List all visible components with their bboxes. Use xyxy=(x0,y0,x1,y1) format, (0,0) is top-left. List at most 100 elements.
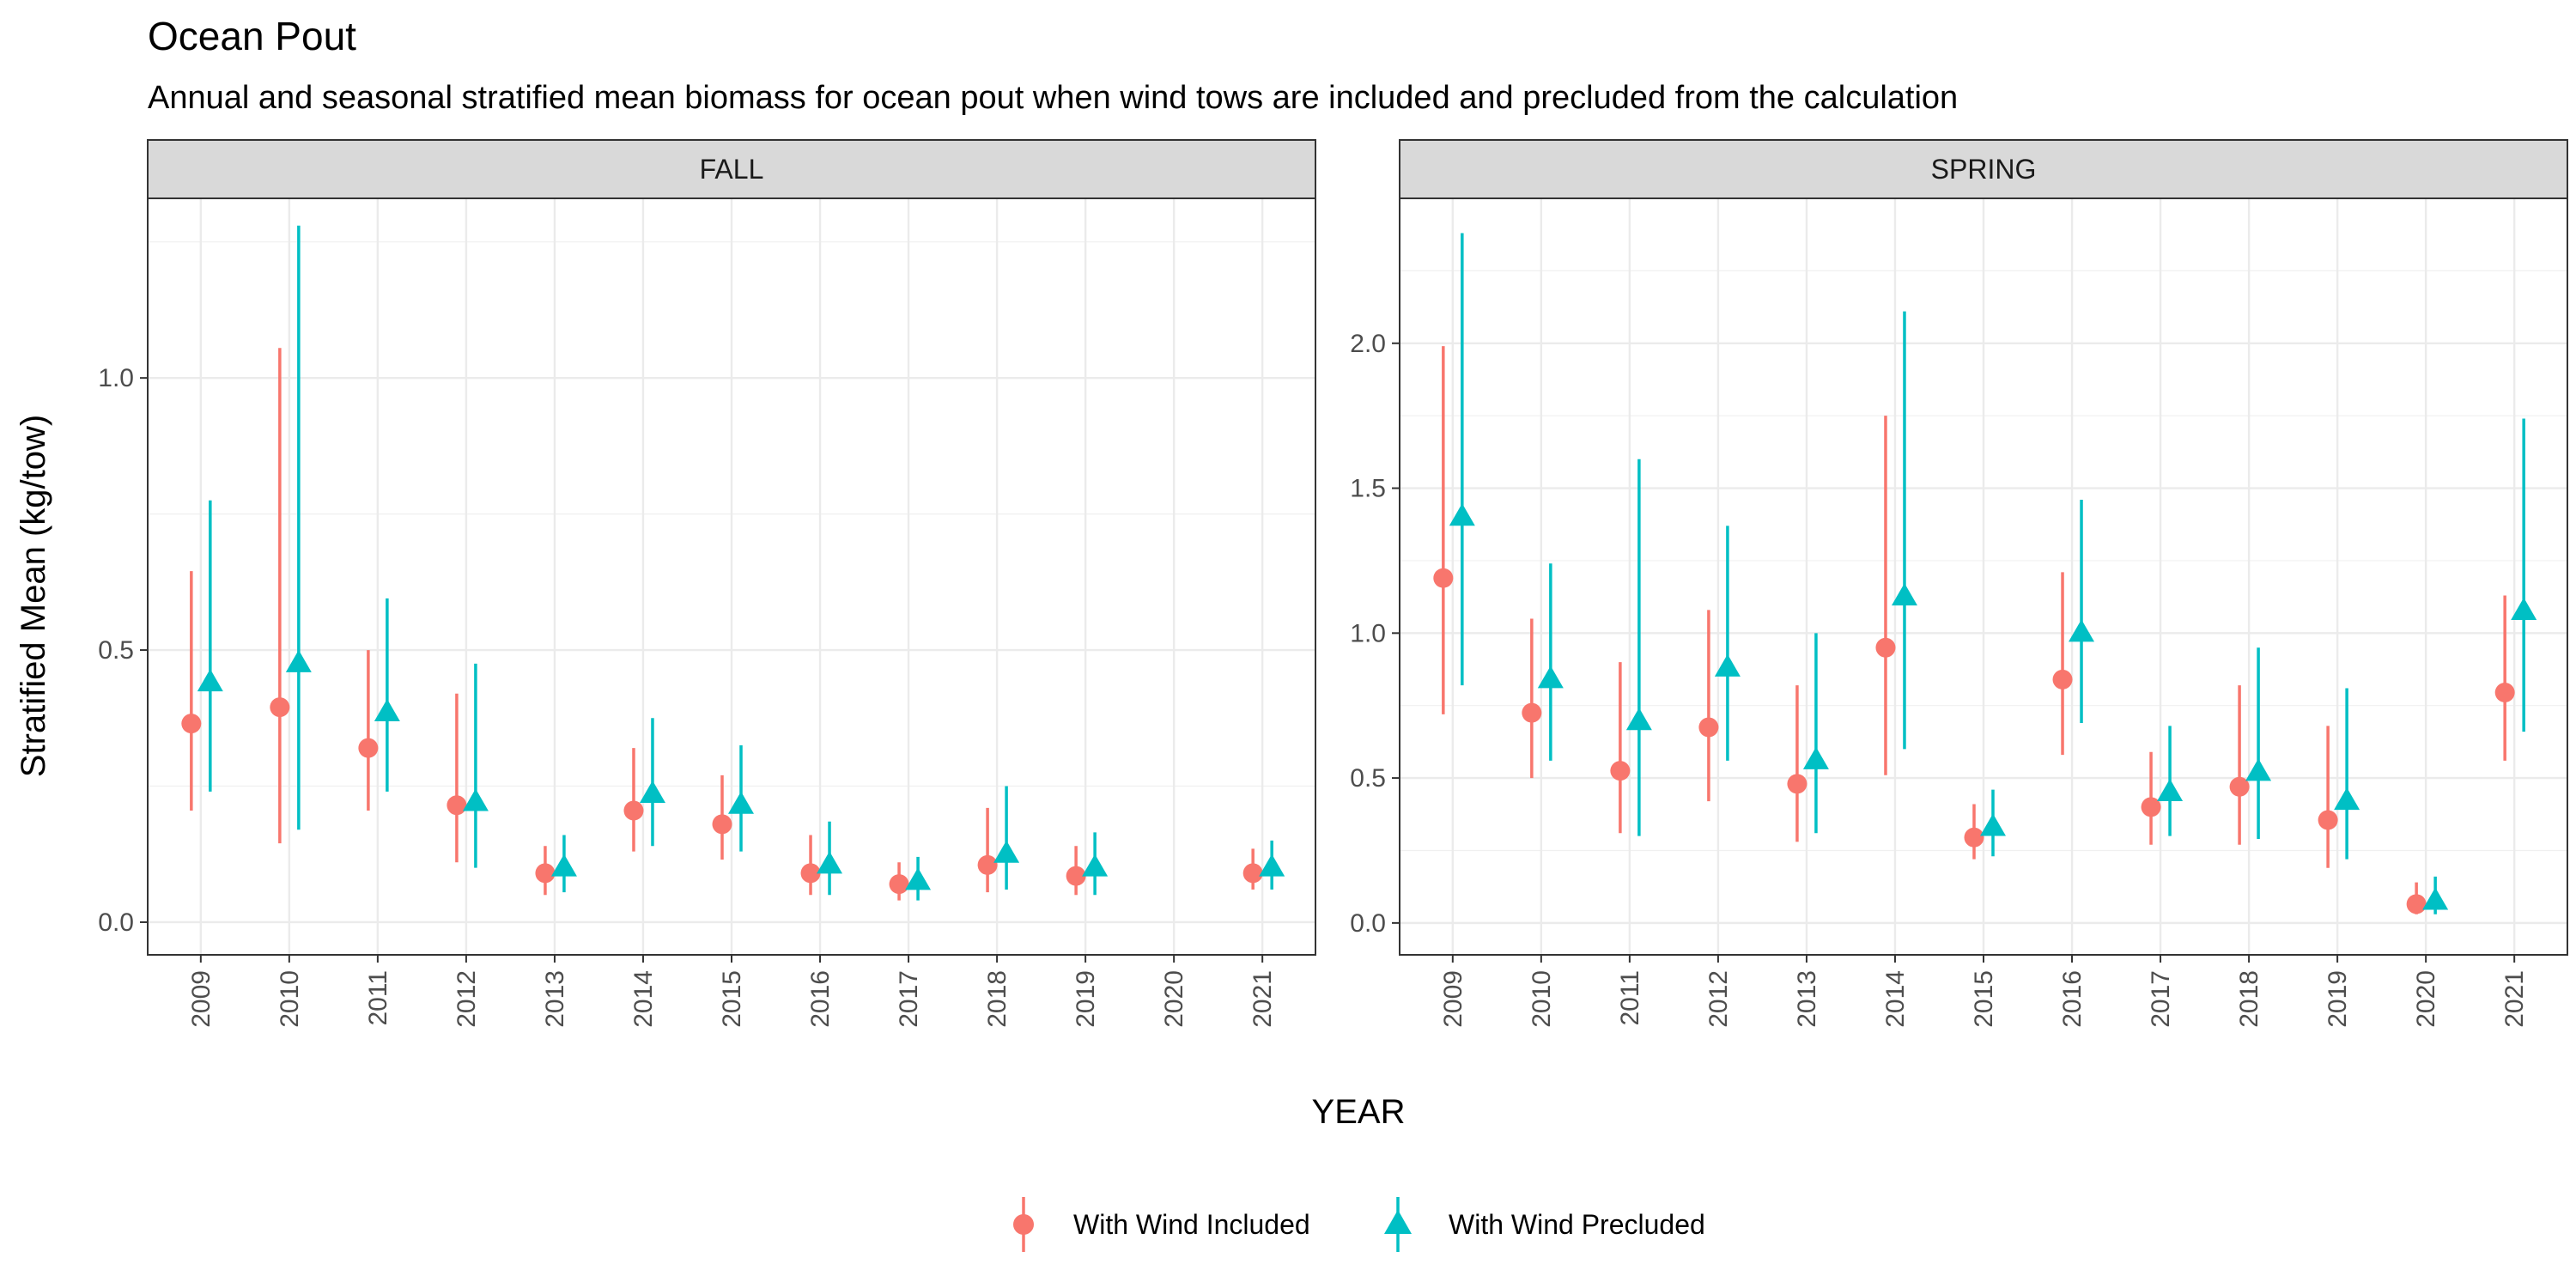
y-tick-label-fall: 1.0 xyxy=(98,364,134,392)
point-included xyxy=(2406,894,2427,914)
x-tick-label-spring: 2017 xyxy=(2147,970,2175,1028)
x-tick-label-spring: 2012 xyxy=(1704,970,1733,1028)
series-included-fall xyxy=(181,348,1263,901)
point-precluded xyxy=(639,781,665,804)
x-tick-label-spring: 2020 xyxy=(2412,970,2440,1028)
x-tick-label-fall: 2014 xyxy=(629,970,658,1028)
point-precluded xyxy=(1537,665,1564,689)
legend-label: With Wind Precluded xyxy=(1449,1209,1705,1240)
point-included xyxy=(181,714,202,734)
point-precluded xyxy=(817,851,843,874)
point-precluded xyxy=(1980,813,2006,836)
point-included xyxy=(889,874,909,895)
point-precluded xyxy=(728,791,754,814)
point-included xyxy=(1787,774,1807,794)
legend-key-circle xyxy=(1013,1214,1034,1235)
point-precluded xyxy=(1625,708,1652,731)
legend: With Wind Included With Wind Precluded xyxy=(1013,1197,1705,1252)
y-tick-label-spring: 0.0 xyxy=(1350,909,1386,938)
point-included xyxy=(800,863,821,884)
x-tick-label-spring: 2021 xyxy=(2500,970,2529,1028)
legend-item-precluded: With Wind Precluded xyxy=(1384,1197,1705,1252)
x-tick-label-spring: 2018 xyxy=(2235,970,2263,1028)
legend-key-triangle xyxy=(1384,1210,1412,1234)
point-included xyxy=(1433,568,1454,588)
point-precluded xyxy=(2422,887,2449,910)
y-tick-label-spring: 1.5 xyxy=(1350,475,1386,503)
point-precluded xyxy=(993,840,1020,863)
x-tick-label-spring: 2019 xyxy=(2324,970,2352,1028)
panel-border-spring xyxy=(1399,197,2568,956)
x-tick-label-spring: 2015 xyxy=(1970,970,1998,1028)
x-tick-label-fall: 2021 xyxy=(1249,970,1277,1028)
x-tick-label-spring: 2013 xyxy=(1793,970,1821,1028)
point-included xyxy=(623,800,644,821)
point-included xyxy=(1066,866,1086,886)
x-tick-label-fall: 2013 xyxy=(541,970,569,1028)
x-tick-label-spring: 2014 xyxy=(1881,970,1910,1028)
panel-spring: SPRING 0.0 0.5 1.0 1.5 2.0 2009 2010 2011 2012 201… xyxy=(1350,139,2568,1028)
point-precluded xyxy=(1891,583,1917,606)
panel-border-fall xyxy=(147,197,1316,956)
y-tick-label-fall: 0.0 xyxy=(98,908,134,937)
chart-subtitle: Annual and seasonal stratified mean biom… xyxy=(148,80,1958,116)
y-tick-label-spring: 2.0 xyxy=(1350,330,1386,358)
chart-title: Ocean Pout xyxy=(148,14,356,58)
strip-fall xyxy=(147,139,1316,199)
point-included xyxy=(977,854,998,875)
point-included xyxy=(2229,776,2250,797)
x-tick-label-fall: 2017 xyxy=(895,970,923,1028)
x-tick-label-spring: 2011 xyxy=(1616,970,1644,1026)
strip-spring xyxy=(1399,139,2568,199)
point-included xyxy=(1242,863,1263,884)
point-precluded xyxy=(905,867,932,890)
point-precluded xyxy=(462,788,489,811)
x-tick-label-fall: 2010 xyxy=(276,970,304,1028)
point-precluded xyxy=(1449,503,1475,526)
point-included xyxy=(2052,669,2073,690)
point-included xyxy=(358,738,379,758)
point-precluded xyxy=(197,669,223,692)
point-included xyxy=(2494,683,2515,703)
point-precluded xyxy=(1259,854,1285,877)
point-precluded xyxy=(285,649,312,672)
series-precluded-spring xyxy=(1449,233,2537,914)
point-precluded xyxy=(2069,619,2095,642)
x-tick-label-fall: 2011 xyxy=(364,970,392,1026)
x-tick-label-fall: 2015 xyxy=(718,970,746,1028)
point-precluded xyxy=(2245,758,2272,781)
point-precluded xyxy=(2334,787,2360,811)
point-precluded xyxy=(1714,653,1741,677)
x-tick-label-fall: 2018 xyxy=(983,970,1012,1028)
point-included xyxy=(1610,761,1631,781)
strip-label-spring: SPRING xyxy=(1931,154,2037,185)
x-tick-label-spring: 2016 xyxy=(2058,970,2087,1028)
y-tick-label-fall: 0.5 xyxy=(98,636,134,665)
point-included xyxy=(270,697,290,718)
x-tick-label-fall: 2020 xyxy=(1160,970,1188,1028)
point-included xyxy=(2318,810,2338,830)
panel-fall: FALL 0.0 0.5 1.0 2009 2010 2011 2012 2013 2014 201… xyxy=(98,139,1316,1028)
legend-item-included: With Wind Included xyxy=(1013,1197,1310,1252)
point-included xyxy=(1875,637,1896,658)
x-tick-label-spring: 2009 xyxy=(1439,970,1467,1028)
legend-label: With Wind Included xyxy=(1073,1209,1310,1240)
point-included xyxy=(535,863,556,884)
point-precluded xyxy=(2157,778,2184,801)
y-tick-label-spring: 0.5 xyxy=(1350,764,1386,793)
point-precluded xyxy=(1082,854,1109,877)
point-precluded xyxy=(550,854,577,877)
point-included xyxy=(2141,797,2161,817)
x-tick-label-fall: 2012 xyxy=(453,970,481,1028)
y-axis-title: Stratified Mean (kg/tow) xyxy=(15,415,52,777)
y-tick-label-spring: 1.0 xyxy=(1350,619,1386,647)
point-included xyxy=(447,795,467,816)
series-precluded-fall xyxy=(197,225,1285,901)
point-precluded xyxy=(2511,598,2537,621)
point-precluded xyxy=(1802,746,1829,769)
point-precluded xyxy=(374,698,400,721)
point-included xyxy=(1522,702,1542,723)
point-included xyxy=(1698,717,1719,738)
x-tick-label-fall: 2016 xyxy=(806,970,835,1028)
